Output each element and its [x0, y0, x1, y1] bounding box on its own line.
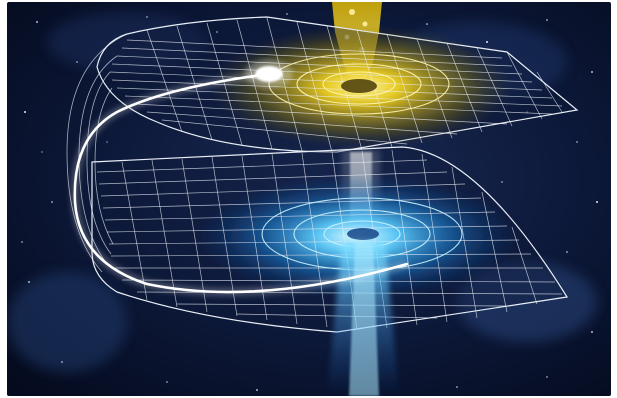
- stars: [21, 13, 598, 391]
- wormhole-svg: [7, 2, 611, 396]
- upper-spacetime-sheet: [96, 16, 579, 153]
- wormhole-illustration: [7, 2, 611, 396]
- light-trail: [70, 60, 409, 297]
